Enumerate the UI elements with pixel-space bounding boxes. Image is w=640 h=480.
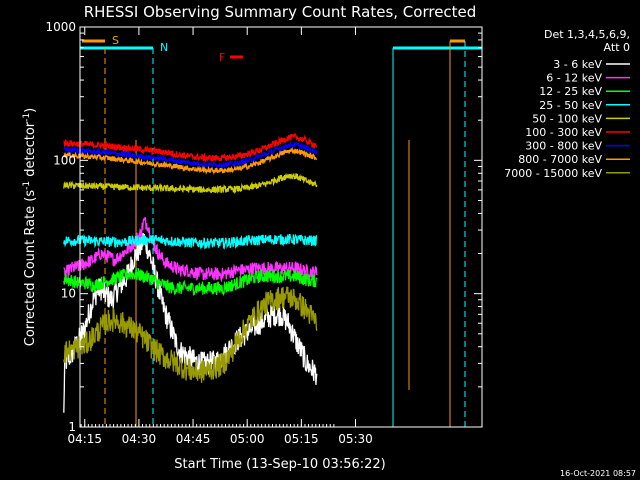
series-line-0 bbox=[63, 232, 318, 413]
x-tick-label-3: 04:45 bbox=[176, 432, 211, 446]
y-tick-label-0: 1 bbox=[68, 420, 76, 434]
series-line-6 bbox=[63, 140, 318, 170]
x-axis-label: Start Time (13-Sep-10 03:56:22) bbox=[174, 457, 385, 472]
y-tick-label-1: 10 bbox=[61, 287, 76, 301]
legend-label-8: 7000 - 15000 keV bbox=[504, 167, 602, 180]
legend-header-2: Att 0 bbox=[604, 41, 630, 54]
plot-area: S N F bbox=[63, 34, 482, 427]
series-line-4 bbox=[63, 172, 318, 195]
y-tick-label-2: 100 bbox=[53, 153, 76, 167]
plot-frame bbox=[79, 26, 483, 428]
footer-timestamp: 16-Oct-2021 08:57 bbox=[560, 469, 636, 478]
series-line-3 bbox=[63, 233, 318, 250]
series-line-5 bbox=[63, 132, 318, 164]
x-tick-label-1: 04:15 bbox=[67, 432, 102, 446]
y-axis-label: Corrected Count Rate (s-1 detector-1) bbox=[22, 108, 38, 346]
legend-header-1: Det 1,3,4,5,6,9, bbox=[544, 28, 630, 41]
legend-label-0: 3 - 6 keV bbox=[553, 58, 602, 71]
x-tick-label-6: 05:30 bbox=[338, 432, 373, 446]
legend-label-3: 25 - 50 keV bbox=[539, 99, 602, 112]
series-line-2 bbox=[63, 267, 318, 297]
annotation-n: N bbox=[160, 41, 168, 54]
chart-title: RHESSI Observing Summary Count Rates, Co… bbox=[84, 3, 477, 21]
series-line-1 bbox=[63, 216, 318, 283]
legend-label-5: 100 - 300 keV bbox=[525, 126, 602, 139]
legend-label-2: 12 - 25 keV bbox=[539, 85, 602, 98]
annotation-f: F bbox=[219, 51, 225, 64]
x-tick-label-2: 04:30 bbox=[122, 432, 157, 446]
series-line-7 bbox=[63, 146, 318, 176]
annotation-s: S bbox=[112, 34, 119, 47]
series-line-8 bbox=[63, 286, 318, 383]
legend-label-7: 800 - 7000 keV bbox=[518, 153, 602, 166]
x-tick-label-5: 05:15 bbox=[284, 432, 319, 446]
axes: 04:15 04:30 04:45 05:00 05:15 05:30 1 10 100 1000 bbox=[45, 20, 482, 446]
y-tick-label-3: 1000 bbox=[45, 20, 76, 34]
legend-label-6: 300 - 800 keV bbox=[525, 140, 602, 153]
x-tick-label-4: 05:00 bbox=[230, 432, 265, 446]
legend-label-4: 50 - 100 keV bbox=[532, 112, 602, 125]
legend-label-1: 6 - 12 keV bbox=[546, 72, 602, 85]
